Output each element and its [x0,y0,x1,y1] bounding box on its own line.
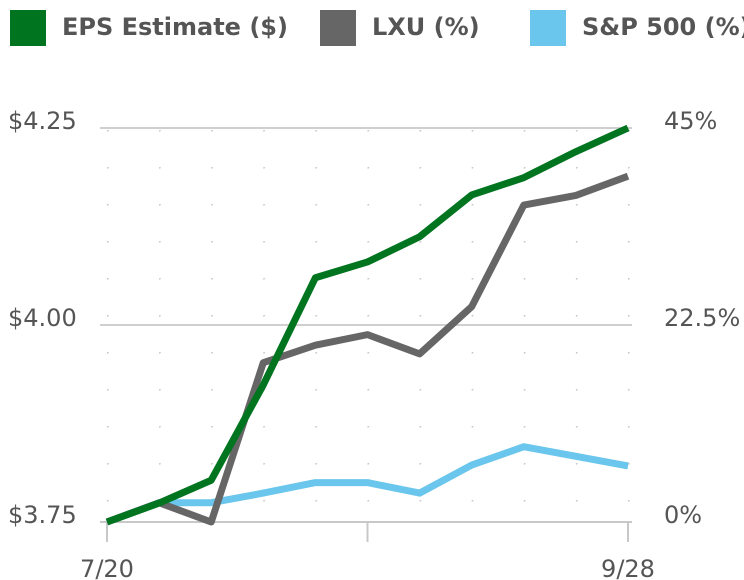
legend-label: EPS Estimate ($) [62,13,288,41]
y2-tick-label: 0% [664,501,702,529]
y-tick-label: $3.75 [8,501,77,529]
legend-swatch [320,10,356,46]
y2-tick-label: 22.5% [664,304,740,332]
series-line [105,124,630,526]
y-tick-label: $4.00 [8,304,77,332]
y-tick-label: $4.25 [8,107,77,135]
series-line [105,172,630,526]
legend-swatch [10,10,46,46]
y2-tick-label: 45% [664,107,717,135]
x-tick-label: 7/20 [80,555,134,580]
legend-label: LXU (%) [372,13,480,41]
legend-swatch [530,10,566,46]
series-line [105,443,629,526]
x-tick-label: 9/28 [601,555,655,580]
legend-label: S&P 500 (%) [582,13,744,41]
dot-grid [105,128,631,518]
